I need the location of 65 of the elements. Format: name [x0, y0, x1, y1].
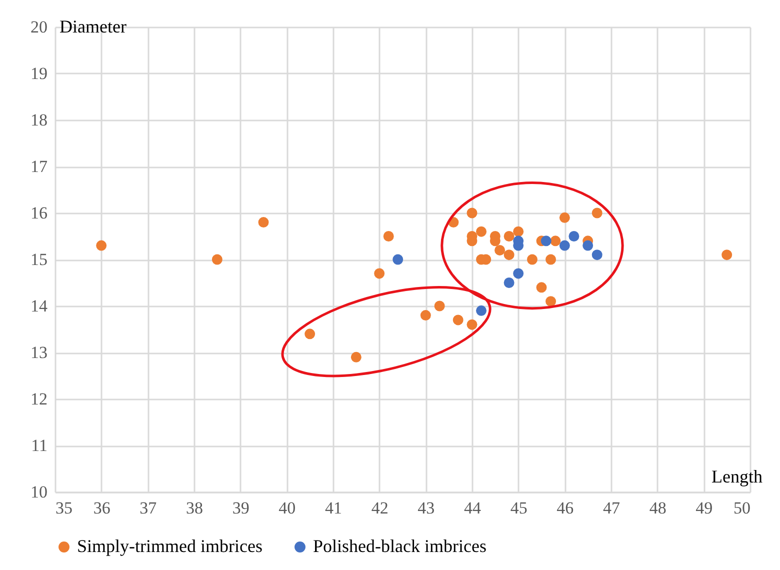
y-tick-label: 11	[31, 436, 48, 455]
point	[568, 231, 580, 242]
point	[559, 212, 570, 223]
x-tick-label: 43	[418, 498, 435, 518]
x-tick-label: 48	[649, 498, 666, 518]
x-tick-label: 39	[232, 498, 250, 518]
x-tick-label: 46	[556, 498, 574, 518]
point	[476, 226, 487, 237]
point	[559, 240, 570, 251]
point	[466, 208, 478, 218]
y-tick-label: 15	[30, 250, 48, 269]
point	[258, 217, 269, 228]
point	[546, 296, 556, 307]
point	[374, 268, 385, 279]
point	[526, 254, 538, 265]
point	[513, 268, 524, 279]
y-tick-label: 16	[30, 204, 48, 222]
point	[383, 231, 394, 242]
x-tick-label: 35	[56, 498, 72, 518]
y-tick-label: 17	[30, 157, 48, 176]
y-tick-label: 12	[30, 390, 48, 408]
x-tick-label: 44	[464, 498, 482, 518]
point	[504, 250, 514, 260]
y-tick-label: 18	[30, 110, 48, 130]
y-tick-label: 14	[30, 296, 48, 316]
x-tick-label: 45	[510, 498, 528, 518]
x-tick-label: 40	[278, 498, 296, 518]
point	[582, 240, 594, 251]
point	[592, 250, 602, 260]
y-tick-label: 13	[30, 343, 48, 362]
point	[504, 231, 514, 242]
point	[434, 300, 445, 312]
point	[550, 236, 561, 246]
point	[513, 226, 524, 237]
legend-label: Simply-trimmed imbrices	[77, 536, 262, 556]
x-tick-label: 38	[186, 498, 203, 518]
point	[722, 250, 732, 260]
point	[304, 328, 316, 340]
x-tick-label: 42	[371, 498, 388, 518]
legend-label: Polished-black imbrices	[313, 536, 486, 556]
point	[452, 314, 464, 326]
x-tick-label: 37	[140, 498, 158, 518]
y-tick-label: 20	[30, 18, 48, 36]
point	[540, 236, 552, 246]
point	[96, 240, 107, 251]
point	[392, 254, 404, 265]
point	[466, 319, 478, 330]
x-tick-label: 36	[93, 498, 110, 518]
y-tick-label: 19	[30, 64, 48, 83]
point	[476, 305, 487, 316]
x-axis-title: Length	[712, 466, 762, 486]
y-tick-label: 10	[30, 482, 48, 502]
point	[420, 310, 431, 321]
point	[592, 208, 602, 218]
x-tick-label: 50	[734, 498, 750, 518]
point	[536, 282, 547, 293]
x-tick-label: 47	[603, 498, 620, 518]
point	[212, 254, 222, 265]
point	[504, 278, 514, 288]
x-tick-label: 49	[696, 498, 713, 518]
y-axis-title: Diameter	[60, 16, 126, 36]
x-tick-label: 41	[325, 498, 342, 518]
point	[546, 254, 556, 265]
point	[494, 244, 506, 256]
point	[350, 352, 362, 362]
